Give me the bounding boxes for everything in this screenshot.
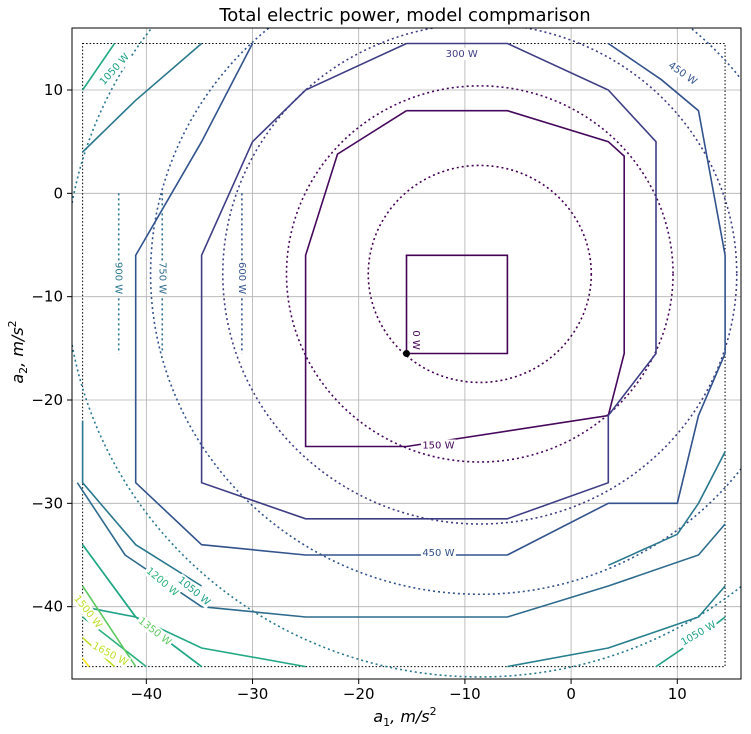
piecewise-contour [134,42,726,556]
piecewise-contour [607,451,726,567]
contour-label: 300 W [444,47,480,60]
x-tick-label: −30 [237,685,269,703]
y-tick-label: −30 [31,494,63,512]
contour-label: 750 W [156,260,169,296]
piecewise-contour [200,42,657,520]
svg-text:750 W: 750 W [156,262,167,294]
y-tick-label: 10 [44,81,63,99]
piecewise-contour [507,585,726,668]
x-tick-label: 0 [566,685,576,703]
contour-label: 900 W [112,260,125,296]
contour-label: 450 W [664,58,701,89]
piecewise-contour [81,43,116,91]
contour-label: 1050 W [96,49,133,89]
svg-text:450 W: 450 W [666,60,699,88]
svg-text:a2, m/s2: a2, m/s2 [6,320,30,383]
contour-label: 150 W [420,439,456,452]
svg-text:1050 W: 1050 W [98,52,132,88]
piecewise-contour [81,544,306,668]
model-contour [285,85,674,463]
piecewise-contour [81,657,90,668]
y-axis-label: a2, m/s2 [6,320,30,383]
y-tick-label: −40 [31,598,63,616]
model-contour [72,28,741,678]
contour-label: 600 W [235,260,248,296]
piecewise-contour [81,544,203,668]
x-tick-label: 10 [668,685,687,703]
contour-label: 0 W [410,328,423,352]
x-tick-label: −20 [343,685,375,703]
svg-text:a1, m/s2: a1, m/s2 [373,705,436,729]
contour-label: 1350 W [134,614,175,649]
svg-text:300 W: 300 W [446,49,478,60]
minimum-point [403,350,410,357]
svg-text:1050 W: 1050 W [679,619,718,648]
y-tick-label: −10 [31,288,63,306]
svg-text:450 W: 450 W [422,548,454,559]
piecewise-contour [81,585,137,668]
svg-text:600 W: 600 W [236,262,247,294]
piecewise-contour [82,42,203,153]
piecewise-contour [405,254,509,355]
x-axis-label: a1, m/s2 [373,705,436,729]
svg-text:900 W: 900 W [113,262,124,294]
contour-label: 450 W [420,546,456,559]
chart-title: Total electric power, model compmarison [218,5,590,26]
y-tick-label: 0 [53,184,63,202]
svg-text:0 W: 0 W [410,330,421,350]
svg-text:150 W: 150 W [422,441,454,452]
model-contour [222,28,738,525]
model-contour [367,164,593,384]
x-tick-label: −10 [449,685,481,703]
contour-label: 1650 W [89,639,132,670]
plot-area: 900 W 750 W 600 W 1050 W 450 W 300 W 0 W 150 W 4… [31,27,742,703]
piecewise-contour [81,420,203,587]
domain-boundary [82,43,726,668]
piecewise-contour [304,109,625,448]
y-tick-label: −20 [31,391,63,409]
x-tick-label: −40 [131,685,163,703]
svg-text:1650 W: 1650 W [90,641,129,669]
contour-lines [72,28,741,678]
axes-frame [71,27,742,680]
model-contour [149,28,741,595]
